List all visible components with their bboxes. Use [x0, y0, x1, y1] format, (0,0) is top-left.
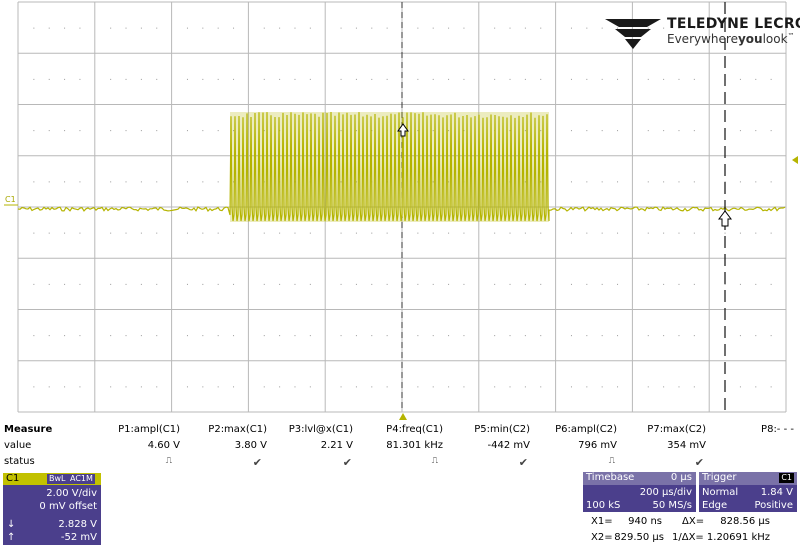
cursor-x2-arrow-icon	[718, 210, 732, 227]
param-p1-status-pulse-icon: ⎍	[165, 456, 172, 466]
trigger-descriptor[interactable]: Trigger C1 Normal 1.84 V Edge Positive	[699, 472, 797, 512]
trigger-source-badge: C1	[779, 473, 794, 483]
param-p3-status-check-icon: ✔	[342, 456, 352, 469]
trigger-label: Trigger	[702, 472, 737, 483]
channel-cursor-level-1: 2.828 V	[58, 519, 97, 530]
param-p7-value: 354 mV	[667, 440, 706, 451]
tagline-post: look	[762, 32, 788, 46]
measure-status-row: status ⎍ ✔ ✔ ⎍ ✔ ⎍ ✔	[0, 456, 800, 471]
cursor-dx-value: 828.56 µs	[720, 516, 770, 527]
cursor-x2-value: 829.50 µs	[614, 532, 664, 543]
bandwidth-limit-badge: BwL	[47, 474, 68, 484]
param-p7-status-check-icon: ✔	[694, 456, 704, 469]
channel-cursor-level-2: -52 mV	[60, 532, 97, 543]
waveform-display[interactable]: TELEDYNE LECROY Everywhereyoulook™ C1	[0, 0, 800, 420]
param-p3-name[interactable]: P3:lvl@x(C1)	[288, 424, 353, 435]
waveform-grid	[4, 1, 798, 420]
param-p3-value: 2.21 V	[320, 440, 353, 451]
param-p1-value: 4.60 V	[147, 440, 180, 451]
timebase-tdiv: 200 µs/div	[639, 487, 692, 498]
channel-vdiv: 2.00 V/div	[46, 488, 97, 499]
cursor-inverse-dx-label: 1/ΔX=	[672, 532, 704, 543]
channel-1-trace	[17, 111, 786, 222]
trigger-level: 1.84 V	[760, 487, 793, 498]
timebase-descriptor[interactable]: Timebase 0 µs 200 µs/div 100 kS 50 MS/s	[583, 472, 696, 512]
trigger-header: Trigger C1	[699, 472, 797, 485]
channel-1-descriptor[interactable]: C1 BwL AC1M 2.00 V/div 0 mV offset ↓ 2.8…	[3, 473, 101, 545]
tagline-pre: Everywhere	[667, 32, 738, 46]
logo-tagline: Everywhereyoulook™	[667, 32, 795, 46]
logo-emblem-icon	[605, 19, 661, 49]
param-p5-name[interactable]: P5:min(C2)	[474, 424, 530, 435]
cursor-down-arrow-icon: ↓	[7, 519, 16, 530]
param-p4-value: 81.301 kHz	[386, 440, 443, 451]
logo-brand: TELEDYNE LECROY	[667, 16, 800, 32]
cursor-x1-arrow-icon	[397, 123, 409, 137]
param-p6-name[interactable]: P6:ampl(C2)	[555, 424, 617, 435]
timebase-samples: 100 kS	[586, 500, 621, 511]
timebase-delay: 0 µs	[670, 472, 692, 483]
timebase-header: Timebase 0 µs	[583, 472, 696, 485]
measure-value-row: value 4.60 V 3.80 V 2.21 V 81.301 kHz -4…	[0, 440, 800, 455]
channel-1-header: C1 BwL AC1M	[3, 473, 101, 485]
timebase-rate: 50 MS/s	[652, 500, 692, 511]
tagline-bold: you	[737, 32, 763, 46]
timebase-label: Timebase	[586, 472, 635, 483]
param-p7-name[interactable]: P7:max(C2)	[647, 424, 706, 435]
status-row-label: status	[4, 456, 35, 467]
param-p5-status-check-icon: ✔	[518, 456, 528, 469]
trigger-level-icon	[792, 156, 798, 164]
trigger-slope: Positive	[754, 500, 793, 511]
tagline-tm: ™	[787, 32, 795, 40]
channel-1-marker[interactable]: C1	[5, 195, 16, 204]
value-row-label: value	[4, 440, 32, 451]
trigger-type: Edge	[702, 500, 728, 511]
param-p8-name[interactable]: P8:- - -	[761, 424, 794, 435]
param-p4-status-pulse-icon: ⎍	[431, 456, 438, 466]
param-p2-value: 3.80 V	[234, 440, 267, 451]
measure-header-row: Measure P1:ampl(C1) P2:max(C1) P3:lvl@x(…	[0, 424, 800, 439]
trigger-mode: Normal	[702, 487, 739, 498]
channel-offset: 0 mV offset	[39, 501, 97, 512]
cursor-up-arrow-icon: ↑	[7, 532, 16, 543]
cursor-x2-label: X2=	[591, 532, 613, 543]
pulse-burst-fill	[230, 112, 549, 222]
trigger-position-icon	[399, 413, 407, 420]
cursor-inverse-dx-value: 1.20691 kHz	[706, 532, 770, 543]
param-p5-value: -442 mV	[487, 440, 530, 451]
cursor-x1-value: 940 ns	[628, 516, 662, 527]
param-p2-status-check-icon: ✔	[252, 456, 262, 469]
teledyne-lecroy-logo: TELEDYNE LECROY Everywhereyoulook™	[603, 15, 800, 51]
param-p1-name[interactable]: P1:ampl(C1)	[118, 424, 180, 435]
param-p4-name[interactable]: P4:freq(C1)	[386, 424, 443, 435]
measure-title: Measure	[4, 424, 53, 435]
param-p2-name[interactable]: P2:max(C1)	[208, 424, 267, 435]
param-p6-value: 796 mV	[578, 440, 617, 451]
param-p6-status-pulse-icon: ⎍	[608, 456, 615, 466]
cursor-dx-label: ΔX=	[682, 516, 705, 527]
coupling-badge: AC1M	[68, 474, 95, 484]
channel-1-name: C1	[6, 473, 20, 484]
cursor-x1-label: X1=	[591, 516, 613, 527]
